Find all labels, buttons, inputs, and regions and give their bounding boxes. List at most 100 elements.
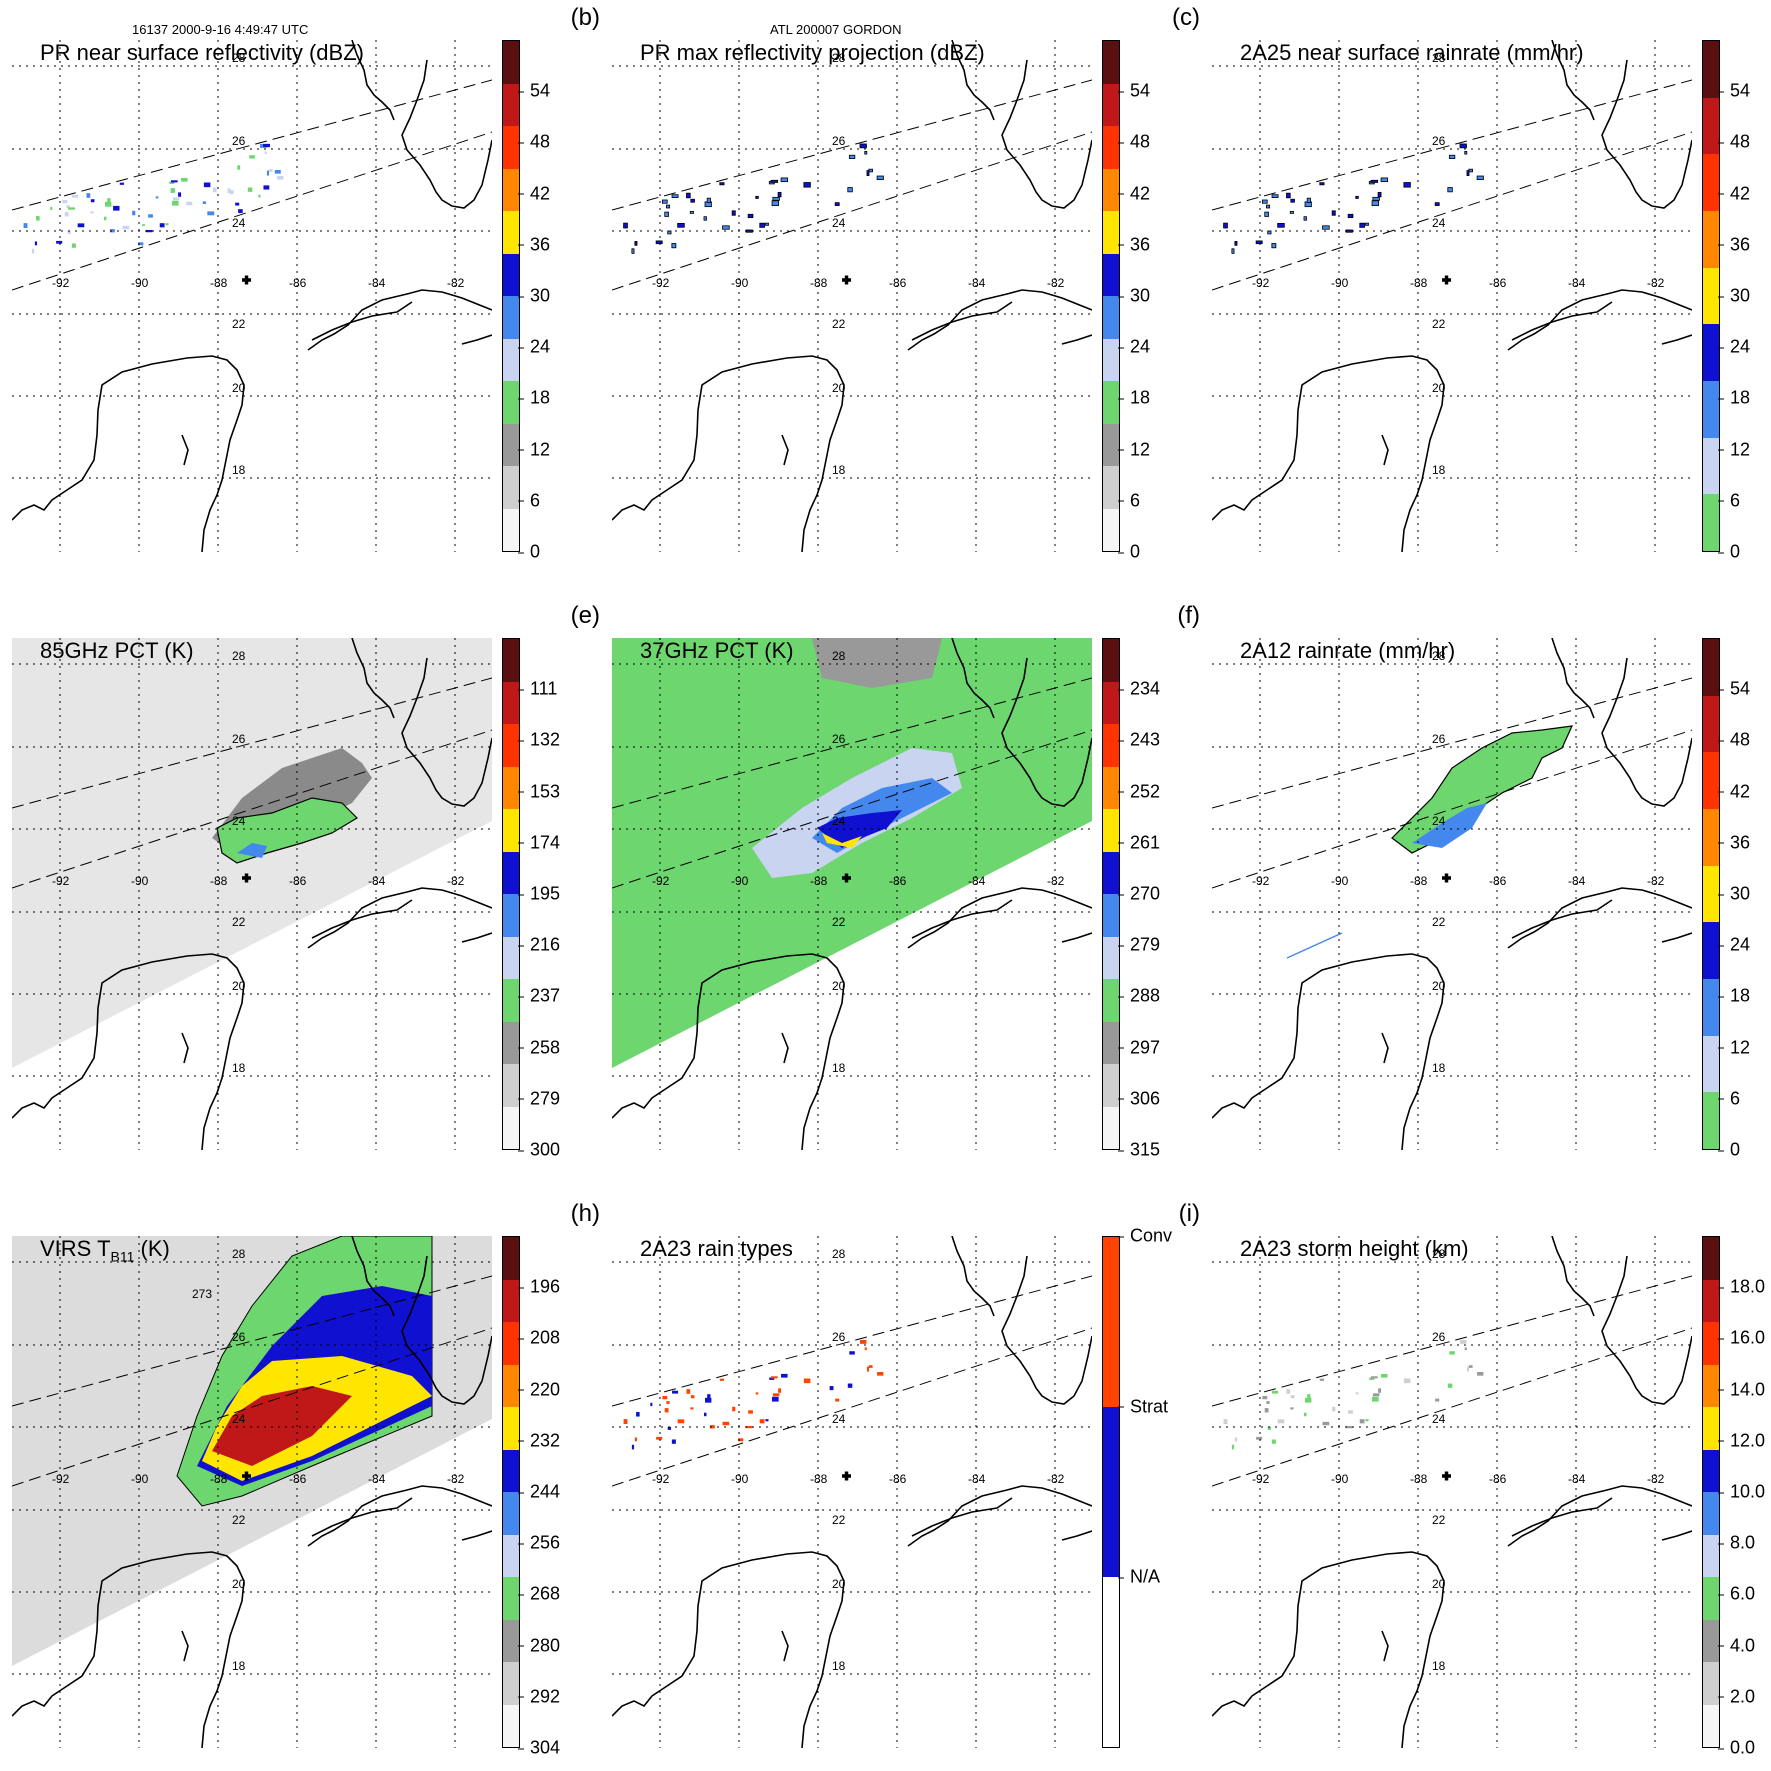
panel-title: 2A25 near surface rainrate (mm/hr)	[1240, 40, 1584, 65]
echo-pixel	[770, 179, 779, 183]
echo-pixel	[1476, 175, 1484, 181]
latitude-label: 18	[232, 1061, 246, 1075]
map-plot: -92 -90 -88 -86 -84 -82 28 26 24 22 20 18	[1212, 40, 1692, 552]
latitude-label: 18	[832, 1659, 846, 1673]
pr-swath-edge	[12, 1275, 492, 1407]
coastline	[401, 657, 492, 807]
longitude-label: -82	[1647, 874, 1665, 888]
latitude-label: 18	[1432, 463, 1446, 477]
latitude-label: 18	[232, 1659, 246, 1673]
coastline	[1601, 657, 1692, 807]
colorbar-tick-label: 261	[1117, 832, 1160, 853]
echo-pixel	[719, 1378, 725, 1381]
longitude-label: -86	[289, 1472, 307, 1486]
colorbar-tick-label: 0	[1717, 542, 1740, 563]
colorbar-segment	[503, 1407, 519, 1450]
latitude-label: 20	[832, 979, 846, 993]
rain-streak	[1286, 932, 1343, 959]
echo-pixel	[848, 154, 856, 159]
latitude-label: 26	[232, 134, 246, 148]
colorbar-tick-label: 42	[1717, 781, 1750, 802]
longitude-label: -86	[889, 874, 907, 888]
coastline	[351, 40, 395, 121]
longitude-label: -82	[1047, 1472, 1065, 1486]
echo-pixel	[1290, 198, 1295, 203]
echo-pixel	[249, 155, 255, 159]
colorbar-tick-label: Strat	[1117, 1396, 1168, 1417]
coastline	[307, 887, 492, 949]
echo-pixel	[666, 204, 671, 209]
echo-pixel	[1303, 1412, 1307, 1417]
echo-pixel	[64, 212, 69, 217]
colorbar-tick-label: 36	[1117, 234, 1150, 255]
colorbar-ticks: 54 48 42 36 30 24 18 12 6 0	[1117, 40, 1180, 562]
colorbar-tick-label: 292	[517, 1686, 560, 1707]
pr-swath-edge	[1212, 79, 1692, 211]
echo-pixel	[1277, 1419, 1285, 1424]
colorbar-tick-label: 195	[517, 884, 560, 905]
echo-pixel	[1365, 222, 1369, 226]
latitude-label: 20	[1432, 381, 1446, 395]
panel-title: 85GHz PCT (K)	[40, 638, 194, 663]
echo-pixel	[661, 199, 668, 204]
colorbar-segment	[1703, 1407, 1719, 1450]
echo-pixel	[50, 206, 53, 211]
echo-pixel	[835, 1398, 840, 1402]
colorbar-segment	[1703, 1322, 1719, 1365]
colorbar-segment	[1703, 1534, 1719, 1577]
echo-pixel	[1370, 179, 1379, 183]
map-svg: -92 -90 -88 -86 -84 -82 28 26 24 22 20 18	[612, 638, 1092, 1150]
colorbar-tick-label: 0	[1717, 1140, 1740, 1161]
longitude-label: -92	[652, 276, 670, 290]
echo-pixel	[1286, 1389, 1291, 1394]
colorbar-segment	[503, 1619, 519, 1662]
echo-pixel	[770, 1376, 778, 1379]
echo-pixel	[636, 1412, 640, 1417]
colorbar-ticks: 54 48 42 36 30 24 18 12 6 0	[1717, 40, 1771, 562]
longitude-label: -92	[1252, 276, 1270, 290]
longitude-label: -82	[1047, 874, 1065, 888]
colorbar-segment	[503, 296, 519, 339]
colorbar-ticks: 196 208 220 232 244 256 268 280 292 304	[517, 1236, 580, 1758]
echo-pixel	[731, 210, 736, 216]
latitude-label: 24	[832, 216, 846, 230]
colorbar-segment	[503, 639, 519, 682]
echo-pixel	[1264, 211, 1269, 217]
echo-pixel	[1231, 1444, 1235, 1450]
echo-pixel	[772, 1396, 779, 1402]
map-plot: 273 -92 -90 -88 -86 -84 -82 28 26 24 22 20 18	[12, 1236, 492, 1748]
colorbar-segment	[1103, 168, 1119, 211]
colorbar-ticks: 111 132 153 174 195 216 237 258 279 300	[517, 638, 580, 1160]
colorbar-segment	[1103, 979, 1119, 1022]
echo-pixel	[1460, 1339, 1467, 1344]
longitude-label: -88	[810, 1472, 828, 1486]
latitude-label: 18	[832, 1061, 846, 1075]
echo-pixel	[202, 201, 207, 205]
echo-pixel	[169, 181, 175, 184]
echo-pixel	[847, 1383, 853, 1388]
echo-pixel	[66, 205, 70, 208]
longitude-label: -90	[1331, 1472, 1349, 1486]
echo-pixel	[172, 200, 179, 206]
coldest-cloud-top	[212, 1386, 352, 1466]
colorbar-ticks: 234 243 252 261 270 279 288 297 306 315	[1117, 638, 1180, 1160]
echo-pixel	[277, 176, 284, 180]
colorbar-tick-label: 24	[1117, 337, 1150, 358]
coastline	[1511, 899, 1613, 939]
echo-pixel	[203, 182, 211, 188]
colorbar-segment	[1703, 1364, 1719, 1407]
colorbar-segment	[503, 766, 519, 809]
echo-pixel	[1355, 1392, 1359, 1395]
colorbar-tick-label: 48	[517, 132, 550, 153]
echo-pixel	[119, 182, 125, 185]
echo-pixel	[664, 211, 669, 217]
colorbar-segment	[1103, 83, 1119, 126]
colorbar-segment	[503, 1704, 519, 1747]
longitude-label: -86	[289, 276, 307, 290]
colorbar-tick-label: 30	[1117, 286, 1150, 307]
colorbar-segment	[503, 936, 519, 979]
latitude-label: 26	[1432, 134, 1446, 148]
storm-center-marker	[242, 873, 251, 883]
echo-pixel	[703, 216, 707, 221]
colorbar-tick-label: 6.0	[1717, 1584, 1755, 1605]
